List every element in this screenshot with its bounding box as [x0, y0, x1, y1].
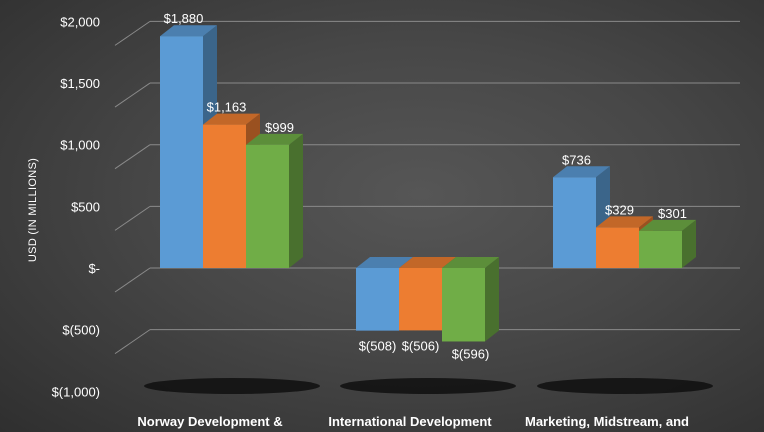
bar: [246, 144, 289, 268]
bar-top: [639, 219, 696, 231]
y-tick-label: $500: [71, 199, 100, 214]
data-label: $1,163: [207, 100, 247, 115]
floor-shadow: [537, 378, 713, 394]
y-tick-label: $2,000: [60, 14, 100, 29]
data-label: $329: [605, 202, 634, 217]
bar: [160, 36, 203, 268]
bar: [442, 268, 485, 342]
y-tick-label: $1,500: [60, 76, 100, 91]
x-tick-label: Marketing, Midstream, and: [525, 414, 689, 429]
data-label: $301: [658, 206, 687, 221]
bar: [553, 177, 596, 268]
floor-shadow: [144, 378, 320, 394]
bar-side: [289, 133, 303, 268]
y-tick-label: $-: [88, 261, 100, 276]
bar-side: [682, 219, 696, 268]
bar: [639, 230, 682, 268]
bar-top: [356, 257, 413, 268]
gridline-side: [114, 267, 151, 293]
data-label: $(596): [452, 346, 490, 361]
y-tick-label: $(1,000): [52, 384, 100, 399]
bar-top: [553, 166, 610, 178]
gridline-side: [114, 82, 151, 108]
data-label: $736: [562, 152, 591, 167]
bar: [356, 268, 399, 331]
bar-top: [442, 257, 499, 268]
bar-top: [399, 257, 456, 268]
bar-top: [160, 25, 217, 37]
x-tick-label: International Development: [328, 414, 492, 429]
bar-top: [203, 113, 260, 125]
gridline-side: [114, 205, 151, 231]
bar: [203, 124, 246, 268]
y-tick-label: $1,000: [60, 138, 100, 153]
data-label: $(506): [402, 338, 440, 353]
gridline-side: [114, 144, 151, 170]
bar: [596, 227, 639, 268]
data-label: $999: [265, 120, 294, 135]
y-tick-label: $(500): [62, 323, 100, 338]
bar-top: [246, 133, 303, 145]
bar-top: [596, 216, 653, 228]
floor-shadow: [340, 378, 516, 394]
data-label: $(508): [359, 339, 397, 354]
data-label: $1,880: [164, 11, 204, 26]
bar: [399, 268, 442, 331]
x-tick-label: Norway Development &: [137, 414, 282, 429]
bar-side: [485, 257, 499, 342]
y-axis-label: USD (IN MILLIONS): [27, 157, 39, 263]
gridline-side: [114, 20, 151, 46]
gridline-side: [114, 329, 151, 355]
